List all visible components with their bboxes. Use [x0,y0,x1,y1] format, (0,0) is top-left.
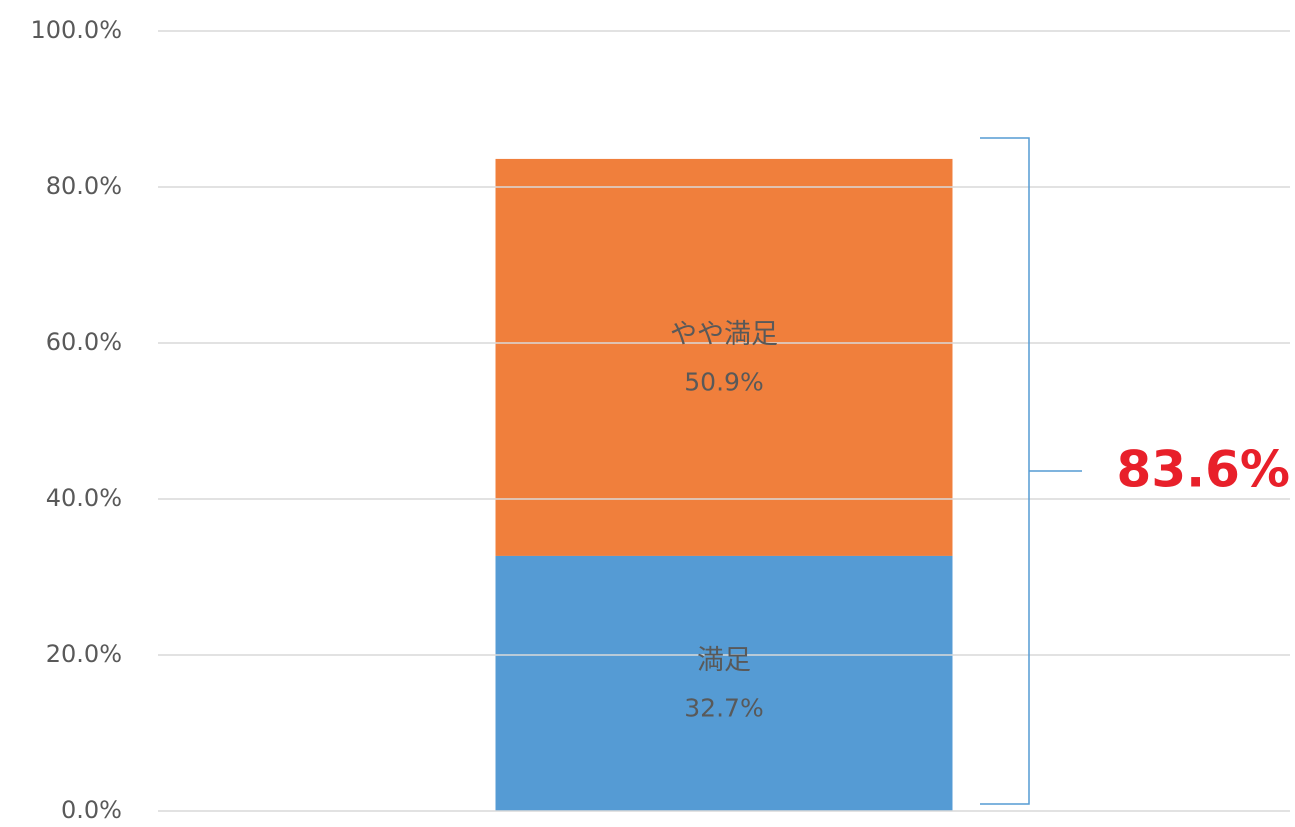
y-tick-label: 40.0% [46,484,122,512]
annotation: 83.6% [1117,441,1290,499]
y-tick-label: 60.0% [46,328,122,356]
data-label: 32.7% [684,693,763,722]
segment-name: 満足 [697,645,751,676]
bar [495,555,953,811]
segment-name: やや満足 [670,319,778,350]
bracket [980,137,1030,805]
y-tick-label: 100.0% [30,16,122,44]
y-tick-label: 20.0% [46,640,122,668]
y-tick-label: 80.0% [46,172,122,200]
y-tick-label: 0.0% [61,796,122,824]
bar [495,158,953,556]
data-label: 50.9% [684,367,763,396]
